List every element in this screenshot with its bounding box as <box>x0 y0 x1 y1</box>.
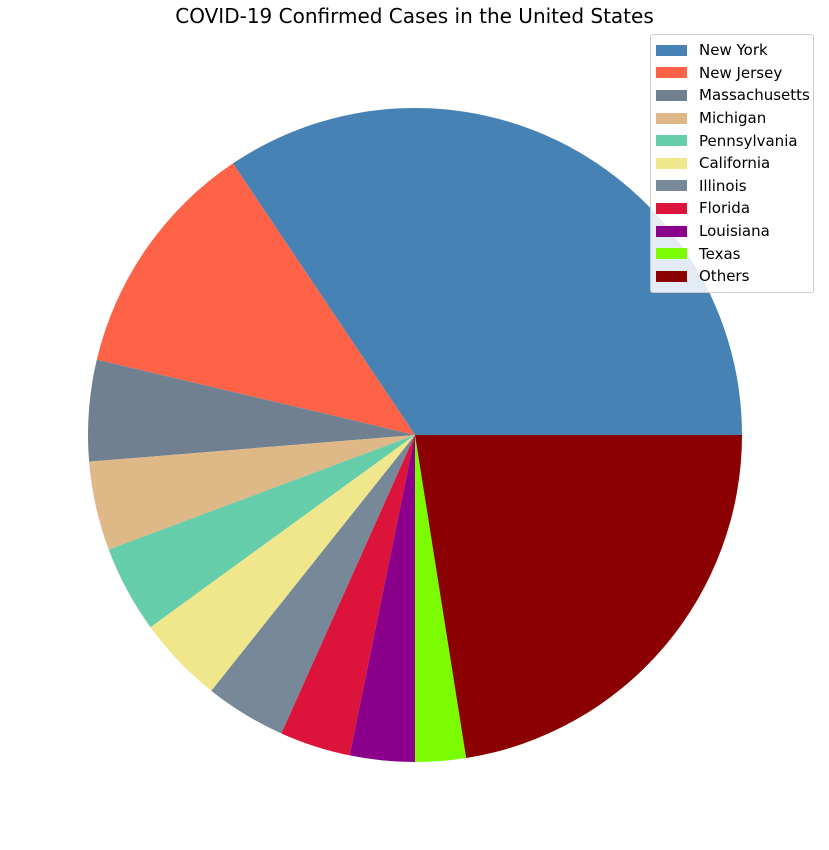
legend-swatch <box>656 135 687 147</box>
legend-label: Illinois <box>699 176 747 195</box>
legend-swatch <box>656 248 687 260</box>
legend: New York New Jersey Massachusetts Michigan P… <box>650 34 814 293</box>
legend-swatch <box>656 89 687 101</box>
pie-slice-louisiana <box>349 435 415 762</box>
legend-item: Others <box>651 265 813 288</box>
pie-slice-new-jersey <box>96 163 416 435</box>
legend-label: New Jersey <box>699 63 783 82</box>
legend-item: Texas <box>651 242 813 265</box>
pie-slice-massachusetts <box>88 359 415 462</box>
legend-item: Massachusetts <box>651 84 813 107</box>
legend-label: Pennsylvania <box>699 131 798 150</box>
legend-label: Texas <box>699 244 741 263</box>
legend-item: California <box>651 152 813 175</box>
legend-swatch <box>656 44 687 56</box>
pie-slice-michigan <box>89 435 415 550</box>
legend-label: Florida <box>699 199 751 218</box>
legend-item: Louisiana <box>651 220 813 243</box>
legend-item: Florida <box>651 197 813 220</box>
pie-slice-california <box>150 435 415 691</box>
legend-label: New York <box>699 41 768 60</box>
legend-label: Others <box>699 267 750 286</box>
pie-slice-texas <box>415 435 467 762</box>
legend-label: California <box>699 154 771 173</box>
pie-slice-illinois <box>211 435 415 734</box>
legend-swatch <box>656 112 687 124</box>
chart-title: COVID-19 Confirmed Cases in the United S… <box>175 4 654 28</box>
legend-swatch <box>656 157 687 169</box>
legend-swatch <box>656 180 687 192</box>
legend-swatch <box>656 270 687 282</box>
legend-item: Michigan <box>651 107 813 130</box>
pie-slice-others <box>415 435 743 758</box>
legend-item: New Jersey <box>651 62 813 85</box>
legend-swatch <box>656 225 687 237</box>
legend-label: Louisiana <box>699 222 770 241</box>
legend-swatch <box>656 67 687 79</box>
pie-slice-new-york <box>232 108 742 435</box>
pie-slice-florida <box>281 435 415 756</box>
legend-item: New York <box>651 39 813 62</box>
pie-slice-pennsylvania <box>108 435 415 628</box>
legend-label: Michigan <box>699 109 767 128</box>
legend-swatch <box>656 202 687 214</box>
legend-label: Massachusetts <box>699 86 810 105</box>
legend-item: Illinois <box>651 175 813 198</box>
legend-item: Pennsylvania <box>651 129 813 152</box>
